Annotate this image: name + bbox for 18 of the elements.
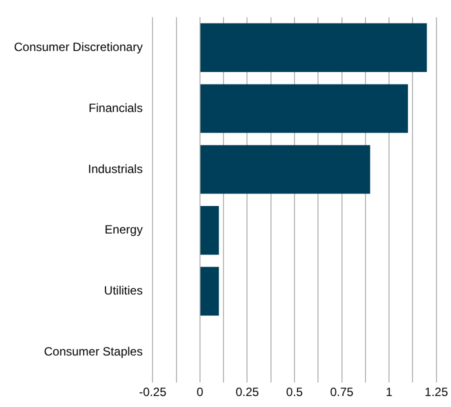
x-tick-label: -0.25 [139, 385, 167, 400]
x-tick-label: 0.5 [286, 385, 304, 400]
x-tick-label: 1 [386, 385, 393, 400]
y-tick-label: Utilities [104, 284, 143, 298]
y-tick-label: Financials [88, 100, 143, 115]
x-tick-label: 0 [196, 385, 204, 400]
bar [200, 145, 370, 194]
bar [200, 206, 219, 255]
x-tick-label: 1.25 [424, 385, 448, 400]
y-tick-label: Consumer Staples [44, 344, 143, 358]
x-tick-label: 0.25 [236, 385, 260, 400]
bar [200, 266, 219, 316]
bar [200, 23, 427, 72]
y-tick-label: Energy [104, 222, 143, 237]
bar [200, 84, 408, 133]
y-tick-label: Industrials [88, 162, 143, 176]
x-tick-label: 0.75 [330, 385, 354, 400]
y-tick-label: Consumer Discretionary [14, 40, 143, 54]
